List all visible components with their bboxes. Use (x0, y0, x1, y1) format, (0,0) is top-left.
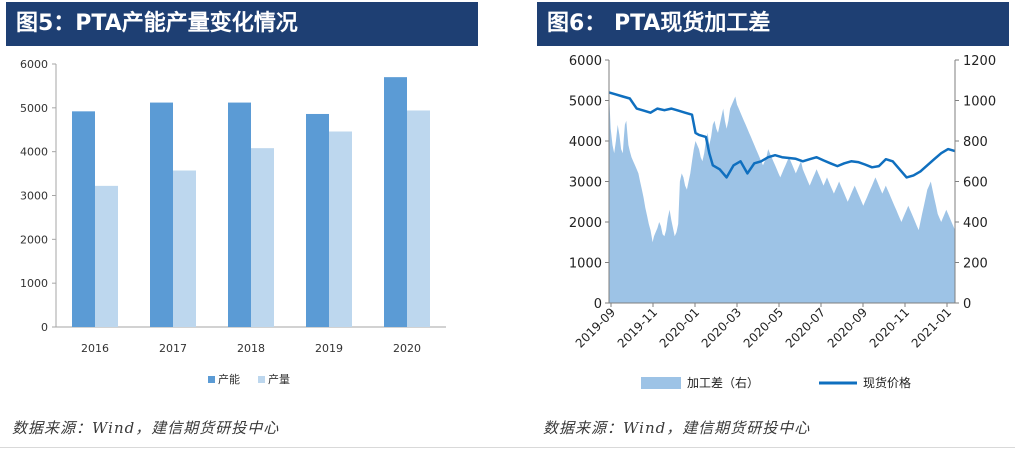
x-tick-label: 2019-09 (573, 305, 618, 350)
y-left-tick-label: 2000 (569, 216, 602, 231)
legend-label: 产能 (218, 372, 240, 386)
source-note-right: 数据来源：Wind，建信期货研投中心 (543, 419, 811, 437)
area-line-chart: 0 1000 2000 3000 4000 5000 6000 0 200 400 600 800 10… (569, 54, 996, 390)
chart-title-right: 图6： PTA现货加工差 (537, 2, 1009, 46)
x-tick-label: 2020-01 (657, 305, 702, 350)
chart-title-left: 图5：PTA产能产量变化情况 (6, 2, 478, 46)
y-left-tick-label: 0 (594, 297, 602, 312)
panel-processing-spread: 图6： PTA现货加工差 0 1000 2000 3000 4000 5000 6000 0 2… (537, 0, 1015, 450)
y-tick-label: 6000 (20, 58, 48, 71)
legend-label-area: 加工差（右） (687, 375, 759, 390)
bar-2016-产量 (95, 185, 118, 327)
x-tick-label: 2020-11 (867, 305, 912, 350)
y-left-tick-label: 1000 (569, 257, 602, 272)
bar-2016-产能 (72, 111, 95, 327)
y-right-tick-label: 400 (963, 216, 988, 231)
bar-2017-产量 (173, 170, 196, 327)
y-tick-label: 3000 (20, 190, 48, 203)
bar-2019-产量 (329, 131, 352, 327)
x-tick-label: 2021-01 (909, 305, 954, 350)
bar-2018-产量 (251, 148, 274, 327)
panel-capacity-output: 图5：PTA产能产量变化情况 0 1000 2000 3000 4000 5000 6000… (6, 0, 498, 450)
y-right-tick-label: 200 (963, 257, 988, 272)
source-note-left: 数据来源：Wind，建信期货研投中心 (12, 419, 280, 437)
bar-2019-产能 (306, 113, 329, 327)
y-right-tick-label: 800 (963, 135, 988, 150)
x-tick-label: 2020-05 (741, 305, 786, 350)
y-tick-label: 5000 (20, 102, 48, 115)
x-tick-label: 2018 (237, 342, 265, 355)
y-right-tick-label: 600 (963, 176, 988, 191)
legend-label: 产量 (268, 372, 290, 386)
x-tick-label: 2020-03 (699, 305, 744, 350)
bottom-rule (0, 447, 1015, 448)
legend-swatch-产量 (258, 376, 265, 383)
legend-swatch-产能 (208, 376, 215, 383)
y-right-tick-label: 0 (963, 297, 971, 312)
series-line-spot-price (608, 91, 956, 179)
x-tick-label: 2019 (315, 342, 343, 355)
bar-2020-产能 (384, 77, 407, 328)
bar-chart: 0 1000 2000 3000 4000 5000 6000 2016 2017 2018 201… (20, 58, 446, 386)
legend-label-line: 现货价格 (863, 375, 911, 390)
x-tick-label: 2020 (393, 342, 421, 355)
series-area-processing-spread (609, 92, 955, 304)
x-tick-label: 2020-07 (783, 305, 828, 350)
y-tick-label: 2000 (20, 233, 48, 246)
bar-2020-产量 (407, 110, 430, 327)
y-tick-label: 4000 (20, 146, 48, 159)
y-left-tick-label: 5000 (569, 95, 602, 110)
y-left-tick-label: 6000 (569, 54, 602, 69)
y-left-tick-label: 4000 (569, 135, 602, 150)
x-tick-label: 2017 (159, 342, 187, 355)
y-right-tick-label: 1200 (963, 54, 996, 69)
bar-2017-产能 (150, 102, 173, 327)
bar-2018-产能 (228, 102, 251, 327)
y-tick-label: 1000 (20, 277, 48, 290)
x-tick-label: 2020-09 (825, 305, 870, 350)
legend-swatch-area (641, 377, 681, 389)
y-left-tick-label: 3000 (569, 176, 602, 191)
y-right-tick-label: 1000 (963, 95, 996, 110)
y-tick-label: 0 (41, 321, 48, 334)
x-tick-label: 2016 (81, 342, 109, 355)
x-tick-label: 2019-11 (615, 305, 660, 350)
